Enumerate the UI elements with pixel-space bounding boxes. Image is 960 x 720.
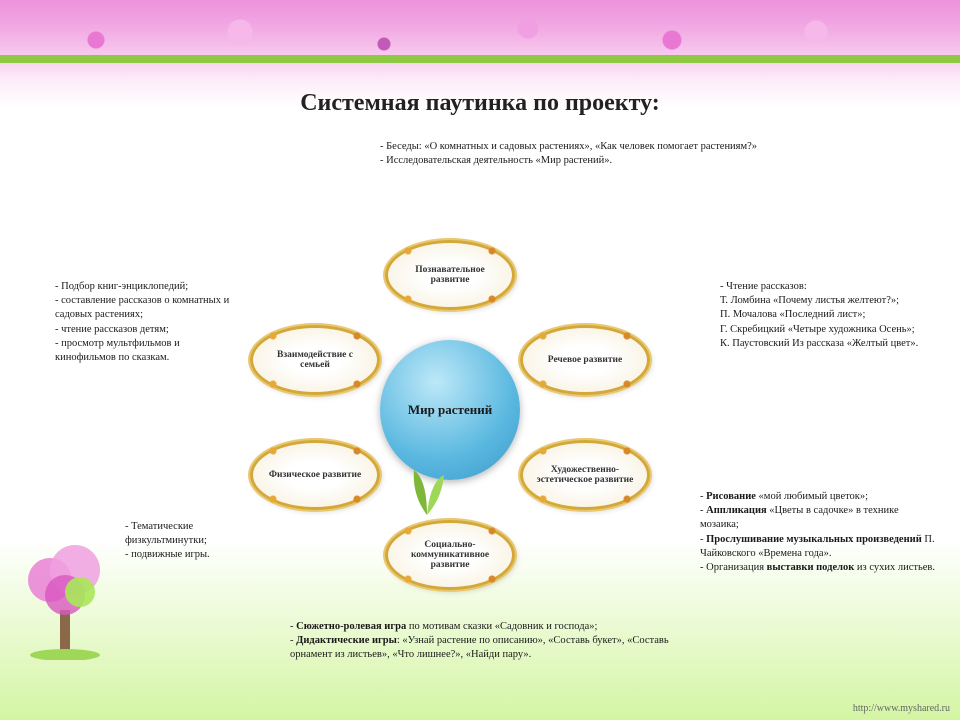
leaf-icon <box>402 460 452 520</box>
text-block-art: - Рисование «мой любимый цветок»;- Аппли… <box>700 490 940 575</box>
center-label: Мир растений <box>408 402 492 418</box>
text-block-speech: - Чтение рассказов:Т. Ломбина «Почему ли… <box>720 280 930 351</box>
text-block-physical: - Тематические физкультминутки;- подвижн… <box>125 520 265 563</box>
center-node: Мир растений <box>380 340 520 480</box>
petal-bottom: Социально-коммуникативное развитие <box>385 520 515 590</box>
decorative-flower-border <box>0 0 960 80</box>
petal-tr: Речевое развитие <box>520 325 650 395</box>
text-block-cognitive: - Беседы: «О комнатных и садовых растени… <box>380 140 780 168</box>
web-diagram: Мир растений Познавательное развитиеРече… <box>260 200 640 600</box>
page-title: Системная паутинка по проекту: <box>0 90 960 117</box>
petal-bl: Физическое развитие <box>250 440 380 510</box>
text-block-family: - Подбор книг-энциклопедий;- составление… <box>55 280 235 365</box>
petal-br: Художественно-эстетическое развитие <box>520 440 650 510</box>
decorative-green-band <box>0 55 960 63</box>
text-block-social: - Сюжетно-ролевая игра по мотивам сказки… <box>290 620 710 663</box>
tree-decoration-icon <box>20 520 110 660</box>
footer-url: http://www.myshared.ru <box>853 703 950 714</box>
petal-top: Познавательное развитие <box>385 240 515 310</box>
petal-tl: Взаимодействие с семьей <box>250 325 380 395</box>
